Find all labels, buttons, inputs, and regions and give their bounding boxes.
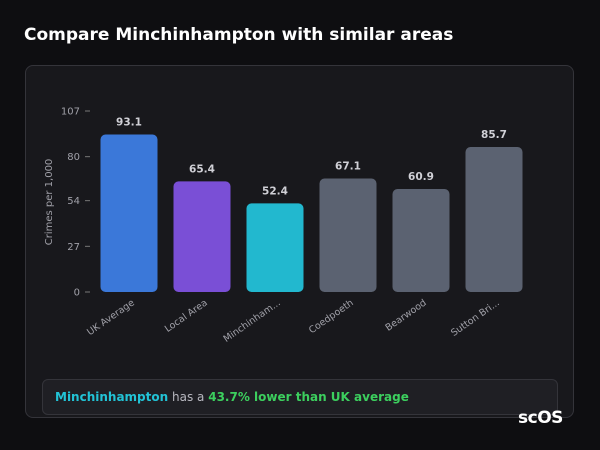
y-tick-label: 27 bbox=[67, 242, 80, 253]
x-tick-label: Sutton Bri... bbox=[449, 297, 502, 338]
value-label: 93.1 bbox=[116, 117, 142, 129]
x-tick-label: Minchinham... bbox=[222, 297, 283, 344]
page-title: Compare Minchinhampton with similar area… bbox=[24, 25, 454, 45]
bar bbox=[100, 134, 158, 292]
y-axis-label: Crimes per 1,000 bbox=[44, 159, 55, 246]
summary: Minchinhampton has a 43.7% lower than UK… bbox=[42, 379, 558, 415]
value-label: 67.1 bbox=[335, 160, 361, 172]
value-label: 52.4 bbox=[262, 185, 288, 197]
bar bbox=[173, 181, 231, 292]
value-label: 65.4 bbox=[189, 163, 215, 175]
bar bbox=[465, 147, 523, 292]
y-tick-label: 80 bbox=[67, 152, 80, 163]
summary-area: Minchinhampton bbox=[55, 390, 169, 404]
y-tick-label: 0 bbox=[74, 288, 80, 299]
chart-card: Crimes per 1,000 0 27 54 80 107 UK Average 93.… bbox=[25, 65, 574, 418]
value-label: 85.7 bbox=[481, 129, 507, 141]
chart: Crimes per 1,000 0 27 54 80 107 UK Average 93.… bbox=[44, 107, 523, 345]
y-tick-label: 54 bbox=[67, 196, 80, 207]
value-label: 60.9 bbox=[408, 171, 434, 183]
x-tick-label: Coedpoeth bbox=[307, 297, 356, 336]
summary-highlight: 43.7% lower than UK average bbox=[208, 390, 409, 404]
y-tick-label: 107 bbox=[61, 107, 80, 118]
bar bbox=[246, 203, 304, 292]
bar bbox=[319, 178, 377, 292]
x-tick-label: Local Area bbox=[163, 297, 210, 334]
x-tick-label: UK Average bbox=[85, 297, 137, 338]
summary-text: has a bbox=[172, 390, 205, 404]
bar bbox=[392, 188, 450, 292]
logo: scOS bbox=[518, 408, 563, 428]
x-tick-label: Bearwood bbox=[383, 297, 428, 333]
